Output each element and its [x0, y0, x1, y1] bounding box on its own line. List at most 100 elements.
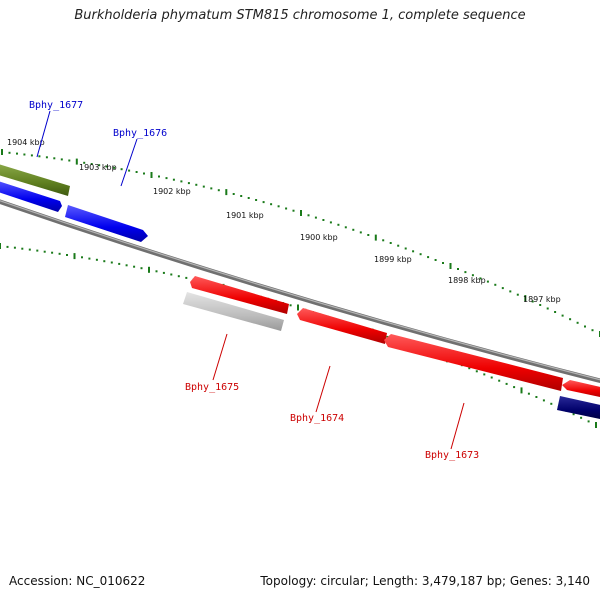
- minor-tick: [442, 262, 444, 264]
- minor-tick: [95, 258, 98, 261]
- minor-tick: [28, 248, 31, 251]
- minor-tick: [498, 379, 501, 382]
- minor-tick: [83, 161, 86, 164]
- minor-tick: [165, 177, 168, 180]
- minor-tick: [475, 370, 478, 373]
- label-leader-line: [315, 365, 331, 413]
- minor-tick: [58, 252, 61, 255]
- minor-tick: [580, 416, 583, 419]
- gene-red-arrow[interactable]: [190, 276, 289, 314]
- minor-tick: [322, 219, 325, 221]
- minor-tick: [162, 271, 165, 274]
- minor-tick: [270, 203, 273, 206]
- minor-tick: [546, 307, 549, 310]
- minor-tick: [170, 273, 173, 276]
- gene-olive-arrow[interactable]: [0, 163, 70, 196]
- minor-tick: [289, 304, 292, 307]
- gene-label-bphy-1677[interactable]: Bphy_1677: [29, 100, 83, 111]
- genome-backbone: [0, 199, 600, 384]
- gene-label-bphy-1673[interactable]: Bphy_1673: [425, 450, 479, 461]
- major-tick: [75, 158, 78, 165]
- minor-tick: [232, 193, 235, 195]
- minor-tick: [412, 250, 415, 253]
- minor-tick: [539, 304, 542, 306]
- minor-tick: [419, 253, 422, 256]
- minor-tick: [120, 168, 123, 171]
- minor-tick: [195, 183, 198, 186]
- kbp-label: 1904 kbp: [7, 138, 45, 147]
- minor-tick: [172, 178, 175, 181]
- minor-tick: [177, 275, 180, 278]
- label-leader-line: [120, 138, 138, 187]
- major-tick: [0, 243, 1, 249]
- minor-tick: [66, 254, 68, 256]
- gene-bphy-1674-arrow[interactable]: [297, 308, 387, 344]
- kbp-label: 1901 kbp: [226, 211, 264, 220]
- minor-tick: [591, 329, 594, 332]
- minor-tick: [550, 402, 553, 405]
- minor-tick: [285, 207, 288, 210]
- minor-tick: [13, 246, 16, 249]
- minor-tick: [105, 165, 108, 168]
- minor-tick: [202, 185, 205, 188]
- minor-tick: [185, 276, 188, 279]
- gene-label-bphy-1675[interactable]: Bphy_1675: [185, 382, 239, 393]
- minor-tick: [125, 264, 128, 267]
- minor-tick: [494, 283, 497, 286]
- minor-tick: [277, 205, 280, 208]
- minor-tick: [133, 265, 136, 268]
- minor-tick: [247, 197, 250, 199]
- kbp-label: 1902 kbp: [153, 187, 191, 196]
- minor-tick: [389, 242, 392, 244]
- gene-navy-arrow[interactable]: [557, 396, 600, 420]
- minor-tick: [471, 274, 474, 277]
- gene-label-bphy-1676[interactable]: Bphy_1676: [113, 128, 167, 139]
- gene-label-bphy-1674[interactable]: Bphy_1674: [290, 413, 344, 424]
- minor-tick: [486, 280, 489, 283]
- gene-bphy-1677-arrow[interactable]: [0, 180, 62, 212]
- minor-tick: [337, 223, 340, 226]
- minor-tick: [367, 234, 370, 236]
- minor-tick: [51, 251, 54, 254]
- minor-tick: [314, 216, 317, 219]
- minor-tick: [8, 151, 11, 154]
- minor-tick: [468, 367, 471, 370]
- kbp-scale-ticks-inner: [0, 243, 597, 428]
- major-tick: [1, 149, 3, 155]
- minor-tick: [187, 182, 190, 185]
- minor-tick: [404, 247, 407, 250]
- minor-tick: [23, 153, 26, 156]
- minor-tick: [140, 267, 143, 270]
- minor-tick: [68, 159, 71, 162]
- kbp-label: 1897 kbp: [523, 295, 561, 304]
- gene-red-arrow-right[interactable]: [562, 380, 600, 398]
- minor-tick: [30, 154, 33, 157]
- major-tick: [73, 253, 76, 260]
- minor-tick: [88, 257, 91, 260]
- genome-info-text: Topology: circular; Length: 3,479,187 bp…: [260, 574, 590, 588]
- minor-tick: [569, 318, 572, 321]
- minor-tick: [110, 261, 113, 264]
- major-tick: [520, 387, 523, 394]
- major-tick: [595, 422, 597, 428]
- kbp-label: 1899 kbp: [374, 255, 412, 264]
- minor-tick: [53, 157, 56, 160]
- major-tick: [225, 189, 228, 196]
- kbp-label: 1903 kbp: [79, 163, 117, 172]
- minor-tick: [128, 169, 131, 172]
- gene-bphy-1675-arrow[interactable]: [183, 292, 284, 331]
- minor-tick: [554, 311, 557, 313]
- gene-bphy-1676-arrow[interactable]: [65, 205, 148, 242]
- minor-tick: [16, 152, 18, 155]
- minor-tick: [513, 386, 516, 389]
- minor-tick: [262, 201, 265, 204]
- minor-tick: [509, 290, 512, 293]
- minor-tick: [135, 171, 138, 173]
- minor-tick: [45, 156, 48, 159]
- minor-tick: [352, 228, 355, 231]
- gene-bphy-1673-arrow[interactable]: [384, 334, 563, 391]
- minor-tick: [158, 175, 160, 178]
- minor-tick: [60, 158, 63, 161]
- minor-tick: [38, 155, 41, 158]
